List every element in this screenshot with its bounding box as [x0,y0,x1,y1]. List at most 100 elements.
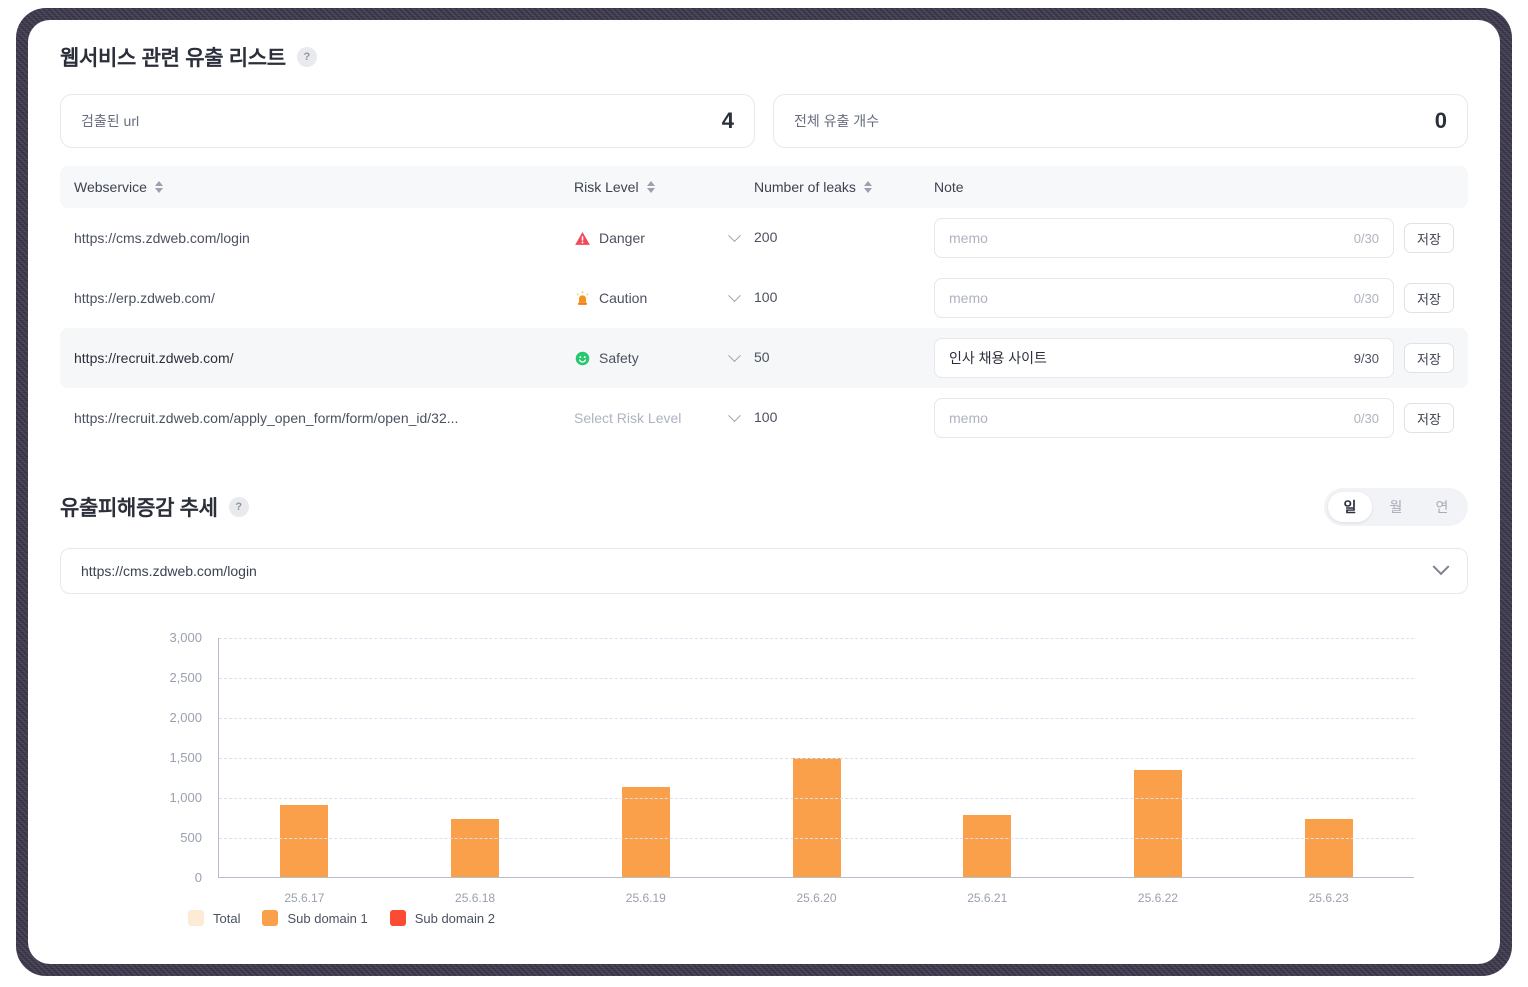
y-axis-tick: 500 [180,830,202,845]
memo-input[interactable]: 인사 채용 사이트 9/30 [934,338,1394,378]
stat-label: 검출된 url [81,113,140,129]
risk-level-select[interactable]: Select Risk Level [574,408,741,426]
page-card: 웹서비스 관련 유출 리스트 ? 검출된 url 4 전체 유출 개수 0 We [28,20,1500,964]
memo-char-count: 0/30 [1353,290,1379,306]
table-row[interactable]: https://recruit.zdweb.com/Safety 50 인사 채용 … [60,328,1468,388]
column-header-webservice[interactable]: Webservice [74,179,574,195]
leak-table: Webservice Risk Level Number of leaks No… [60,166,1468,448]
y-axis-tick: 1,000 [169,790,202,805]
chart-bar[interactable] [792,757,841,877]
trend-title: 유출피해증감 추세 [60,497,218,520]
url-select-value: https://cms.zdweb.com/login [81,563,257,579]
danger-triangle-icon [574,230,591,247]
chart-legend: Total Sub domain 1 Sub domain 2 [188,910,495,926]
chart-bar[interactable] [1304,819,1353,877]
webservice-url[interactable]: https://recruit.zdweb.com/apply_open_for… [74,410,459,426]
webservice-url[interactable]: https://recruit.zdweb.com/ [74,350,234,366]
column-label: Risk Level [574,179,639,195]
webservice-url[interactable]: https://cms.zdweb.com/login [74,230,250,246]
column-label: Note [934,179,964,195]
leak-trend-chart: 25.6.17 25.6.18 25.6.19 25.6.20 25.6.21 25.6.… [60,624,1468,934]
memo-input[interactable]: memo 0/30 [934,398,1394,438]
risk-level-value: Caution [599,290,648,306]
stat-label: 전체 유출 개수 [794,113,880,129]
table-row[interactable]: https://recruit.zdweb.com/apply_open_for… [60,388,1468,448]
device-frame: 웹서비스 관련 유출 리스트 ? 검출된 url 4 전체 유출 개수 0 We [16,8,1512,976]
y-axis-tick: 2,000 [169,710,202,725]
period-option-월[interactable]: 월 [1389,499,1403,515]
risk-level-value: Danger [599,230,645,246]
legend-swatch [262,910,279,926]
chart-bar-group: 25.6.22 [1073,638,1244,905]
table-header-row: Webservice Risk Level Number of leaks No… [60,166,1468,208]
save-memo-button[interactable]: 저장 [1404,223,1454,253]
chart-bar[interactable] [451,819,500,877]
risk-level-value: Safety [599,350,639,366]
period-option-일[interactable]: 일 [1328,492,1372,522]
sort-icon[interactable] [154,181,163,193]
help-icon[interactable]: ? [296,47,317,67]
x-axis-label: 25.6.19 [625,891,666,905]
y-axis-tick: 0 [194,870,202,885]
chart-bar[interactable] [1133,769,1182,877]
leak-list-header: 웹서비스 관련 유출 리스트 ? [60,42,1468,72]
page-title: 웹서비스 관련 유출 리스트 [60,47,286,70]
legend-label: Sub domain 1 [287,910,368,926]
chart-bar[interactable] [280,805,329,877]
memo-input[interactable]: memo 0/30 [934,278,1394,318]
legend-item[interactable]: Sub domain 1 [262,910,368,926]
chevron-down-icon [728,288,741,302]
table-row[interactable]: https://erp.zdweb.com/Caution 100 memo 0/30… [60,268,1468,328]
legend-swatch [188,910,204,926]
risk-level-select[interactable]: Safety [574,348,741,367]
save-memo-button[interactable]: 저장 [1404,343,1454,373]
caution-siren-icon [574,290,591,307]
memo-input[interactable]: memo 0/30 [934,218,1394,258]
stat-card-detected-url: 검출된 url 4 [60,94,755,148]
help-icon[interactable]: ? [228,497,249,517]
chevron-down-icon [1432,558,1450,576]
x-axis-label: 25.6.23 [1308,891,1349,905]
memo-value: memo [949,290,988,306]
chart-bars: 25.6.17 25.6.18 25.6.19 25.6.20 25.6.21 25.6.… [219,638,1414,905]
chart-bar[interactable] [621,786,670,877]
grid-line [219,838,1414,839]
chart-bar-group: 25.6.18 [390,638,561,905]
chart-plot-area: 25.6.17 25.6.18 25.6.19 25.6.20 25.6.21 25.6.… [218,638,1414,905]
risk-level-select[interactable]: Danger [574,228,741,247]
save-memo-button[interactable]: 저장 [1404,403,1454,433]
x-axis-label: 25.6.22 [1137,891,1178,905]
grid-line [219,758,1414,759]
chart-bar-group: 25.6.17 [219,638,390,905]
webservice-url[interactable]: https://erp.zdweb.com/ [74,290,215,306]
memo-value: 인사 채용 사이트 [949,350,1047,366]
chart-bar[interactable] [963,814,1012,877]
stat-cards: 검출된 url 4 전체 유출 개수 0 [60,94,1468,148]
grid-line [219,718,1414,719]
legend-label: Total [213,910,241,926]
url-select[interactable]: https://cms.zdweb.com/login [60,548,1468,594]
column-label: Webservice [74,179,147,195]
sort-icon[interactable] [646,181,655,193]
chevron-down-icon [728,348,741,362]
chart-bar-group: 25.6.20 [731,638,902,905]
stat-card-total-leaks: 전체 유출 개수 0 [773,94,1468,148]
number-of-leaks-value: 50 [754,349,770,365]
x-axis-label: 25.6.17 [284,891,325,905]
risk-level-select[interactable]: Caution [574,288,741,307]
column-label: Number of leaks [754,179,856,195]
column-header-number-of-leaks[interactable]: Number of leaks [754,179,934,195]
save-memo-button[interactable]: 저장 [1404,283,1454,313]
chart-bar-group: 25.6.23 [1243,638,1414,905]
chevron-down-icon [728,408,741,422]
period-option-연[interactable]: 연 [1435,499,1449,515]
sort-icon[interactable] [863,181,872,193]
table-body: https://cms.zdweb.com/login Danger 200 memo… [60,208,1468,448]
memo-value: memo [949,410,988,426]
table-row[interactable]: https://cms.zdweb.com/login Danger 200 memo… [60,208,1468,268]
legend-item[interactable]: Sub domain 2 [389,910,495,926]
y-axis-tick: 1,500 [169,750,202,765]
column-header-risk-level[interactable]: Risk Level [574,179,754,195]
legend-item[interactable]: Total [188,910,240,926]
